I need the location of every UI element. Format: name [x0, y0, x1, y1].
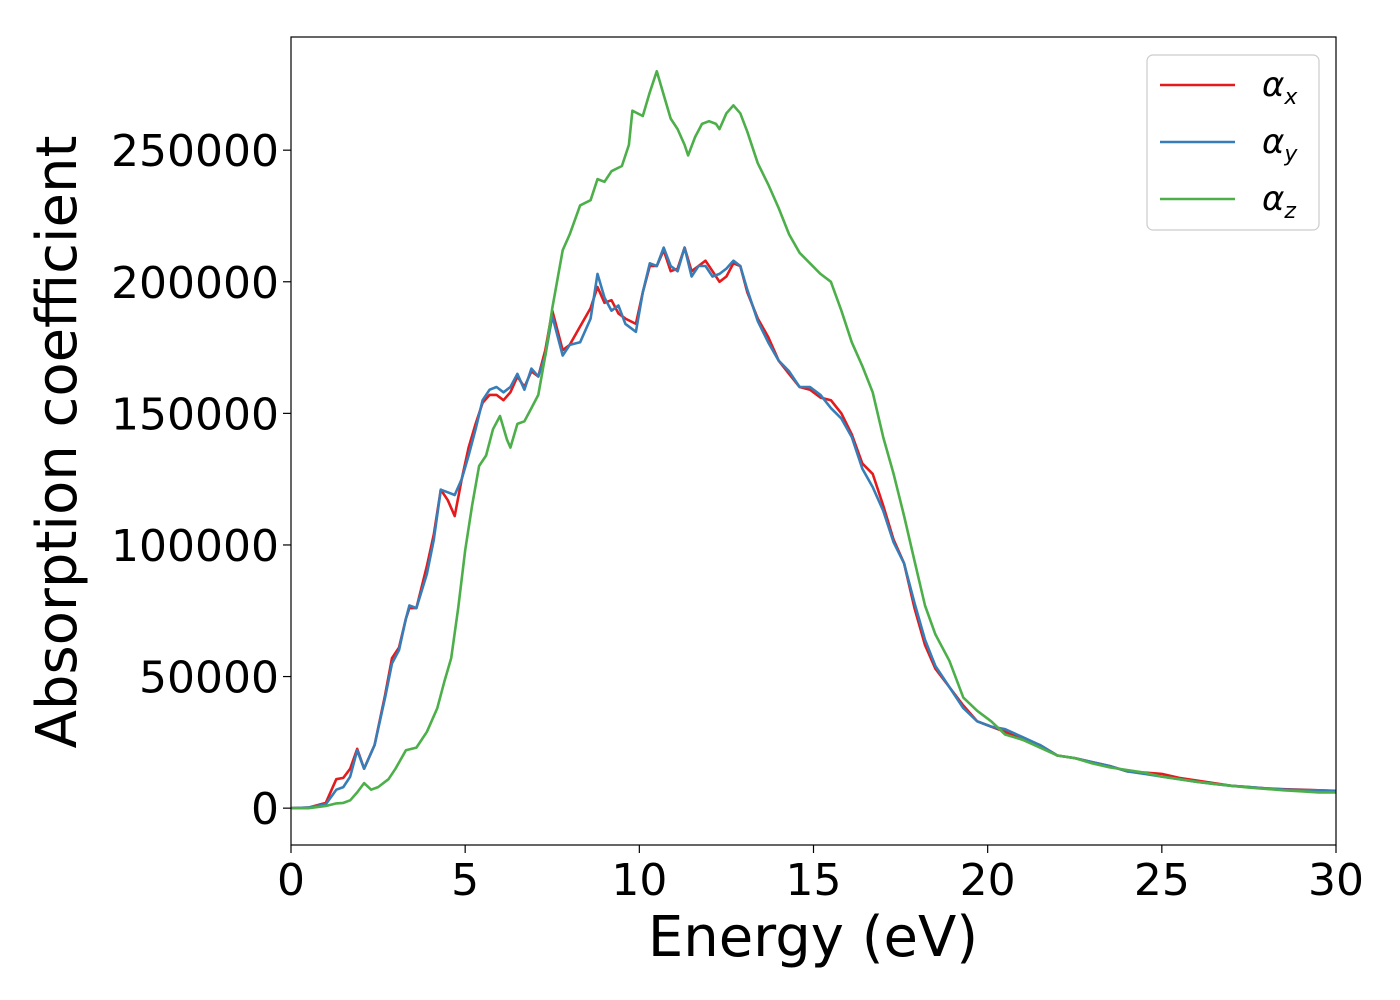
legend-label-z: αz	[1262, 179, 1296, 224]
y-tick-label: 100000	[111, 521, 279, 572]
x-tick-label: 25	[1134, 855, 1190, 906]
y-axis-title: Absorption coefficient	[25, 136, 90, 749]
x-tick-label: 30	[1308, 855, 1364, 906]
legend: αx αy αz	[1146, 54, 1320, 231]
series-line-z	[291, 69, 1336, 810]
y-tick-label: 0	[251, 784, 279, 835]
x-tick-label: 15	[786, 855, 842, 906]
x-tick-label: 20	[960, 855, 1016, 906]
x-tick-label: 5	[451, 855, 479, 906]
legend-label-y: αy	[1262, 122, 1298, 167]
legend-label-x: αx	[1262, 65, 1298, 110]
x-tick-label: 0	[277, 855, 305, 906]
y-tick-label: 50000	[139, 653, 279, 704]
x-axis: 0 5 10 15 20 25 30	[277, 845, 1364, 906]
series-line-y	[291, 246, 1336, 810]
x-tick-label: 10	[611, 855, 667, 906]
y-tick-label: 250000	[111, 126, 279, 177]
series-line-x	[291, 246, 1336, 810]
y-tick-label: 200000	[111, 258, 279, 309]
y-axis: 0 50000 100000 150000 200000 250000	[111, 126, 291, 835]
x-axis-title: Energy (eV)	[648, 905, 978, 970]
y-tick-label: 150000	[111, 389, 279, 440]
